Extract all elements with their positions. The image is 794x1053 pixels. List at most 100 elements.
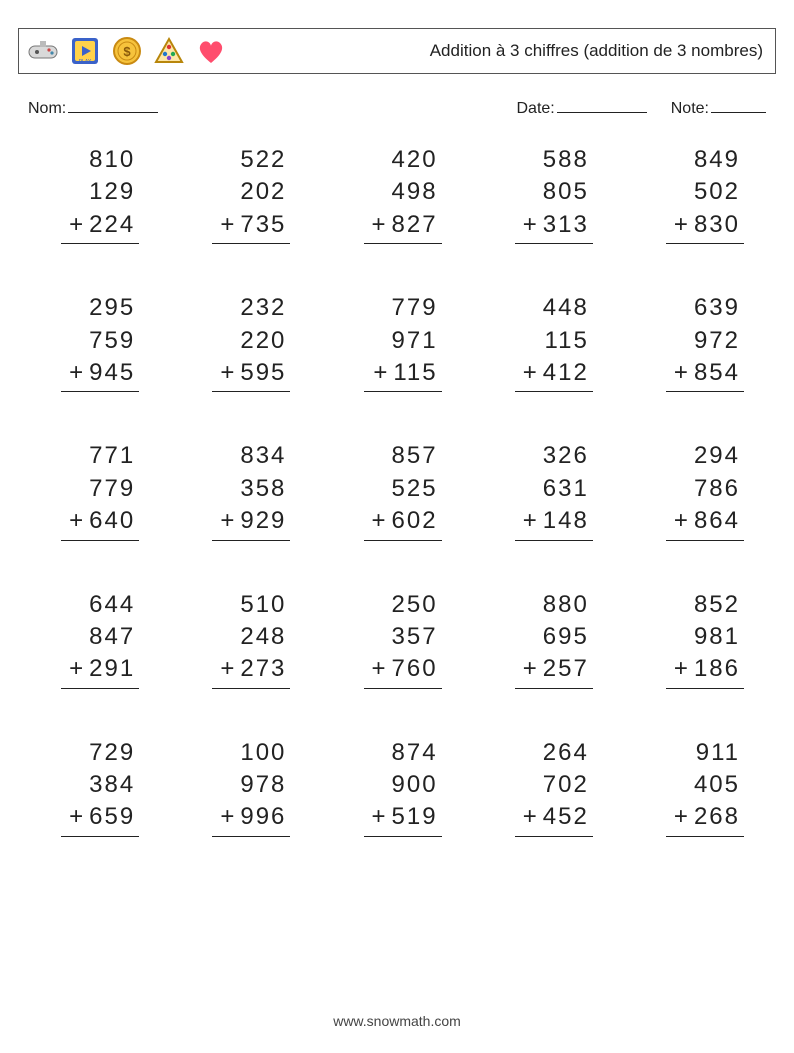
addend-last-line: +996 [220,801,286,833]
addend-3: 827 [392,209,438,241]
addition-problem: 250357+760 [338,589,455,689]
plus-operator: + [674,357,688,389]
addend-last-line: +735 [220,209,286,241]
plus-operator: + [523,209,537,241]
sum-rule [212,243,290,244]
addition-problem: 729384+659 [36,737,153,837]
addend-3: 186 [694,653,740,685]
sum-rule [515,391,593,392]
svg-text:PLAY: PLAY [79,59,92,65]
plus-operator: + [523,801,537,833]
plus-operator: + [373,357,387,389]
plus-operator: + [372,209,386,241]
addend-1: 810 [89,144,135,176]
footer: www.snowmath.com [0,1013,794,1029]
addend-3: 640 [89,505,135,537]
name-blank[interactable] [68,96,158,113]
heart-icon [195,35,227,67]
sum-rule [61,836,139,837]
addend-1: 522 [240,144,286,176]
addend-2: 248 [240,621,286,653]
name-field: Nom: [28,96,158,118]
addend-last-line: +291 [69,653,135,685]
plus-operator: + [674,653,688,685]
date-field: Date: [517,96,647,118]
addend-3: 313 [543,209,589,241]
addend-1: 326 [543,440,589,472]
addend-2: 786 [694,473,740,505]
sum-rule [515,836,593,837]
sum-rule [364,836,442,837]
plus-operator: + [69,357,83,389]
addend-3: 854 [694,357,740,389]
addend-last-line: +412 [523,357,589,389]
addend-1: 639 [694,292,740,324]
addition-problem: 522202+735 [187,144,304,244]
sum-rule [666,243,744,244]
plus-operator: + [69,209,83,241]
addend-3: 602 [392,505,438,537]
addend-2: 525 [392,473,438,505]
sum-rule [666,688,744,689]
addend-last-line: +830 [674,209,740,241]
svg-text:$: $ [123,44,131,59]
addend-2: 847 [89,621,135,653]
addend-last-line: +602 [372,505,438,537]
addend-3: 115 [393,357,437,389]
date-blank[interactable] [557,96,647,113]
addition-problem: 849502+830 [641,144,758,244]
addend-2: 972 [694,325,740,357]
sum-rule [212,540,290,541]
sum-rule [666,836,744,837]
plus-operator: + [220,505,234,537]
sum-rule [61,391,139,392]
addend-2: 115 [545,325,589,357]
addition-problem: 294786+864 [641,440,758,540]
addend-3: 224 [89,209,135,241]
addend-1: 729 [89,737,135,769]
addend-3: 268 [694,801,740,833]
addend-last-line: +640 [69,505,135,537]
plus-operator: + [674,209,688,241]
addition-problem: 420498+827 [338,144,455,244]
addend-2: 759 [89,325,135,357]
sum-rule [212,688,290,689]
addend-2: 695 [543,621,589,653]
billiards-icon [153,35,185,67]
plus-operator: + [372,653,386,685]
worksheet-page: PLAY $ [0,0,794,1053]
addition-problem: 911405+268 [641,737,758,837]
gamepad-icon [27,35,59,67]
addend-3: 148 [543,505,589,537]
addend-last-line: +827 [372,209,438,241]
addend-1: 644 [89,589,135,621]
plus-operator: + [220,209,234,241]
addition-problem: 326631+148 [490,440,607,540]
addend-1: 849 [694,144,740,176]
meta-row: Nom: Date: Note: [18,96,776,118]
addend-2: 631 [543,473,589,505]
plus-operator: + [220,801,234,833]
addend-3: 659 [89,801,135,833]
note-label: Note: [671,100,709,117]
addend-3: 273 [240,653,286,685]
addend-3: 519 [392,801,438,833]
addend-2: 978 [240,769,286,801]
addition-problem: 874900+519 [338,737,455,837]
addition-problem: 232220+595 [187,292,304,392]
sum-rule [666,540,744,541]
addend-2: 702 [543,769,589,801]
addend-2: 502 [694,176,740,208]
addend-1: 779 [392,292,438,324]
addend-3: 830 [694,209,740,241]
plus-operator: + [69,653,83,685]
addend-last-line: +519 [372,801,438,833]
addend-1: 874 [392,737,438,769]
sum-rule [364,540,442,541]
addition-problem: 771779+640 [36,440,153,540]
addend-1: 420 [392,144,438,176]
addend-3: 291 [89,653,135,685]
addend-2: 971 [392,325,438,357]
addend-3: 760 [392,653,438,685]
note-blank[interactable] [711,96,766,113]
